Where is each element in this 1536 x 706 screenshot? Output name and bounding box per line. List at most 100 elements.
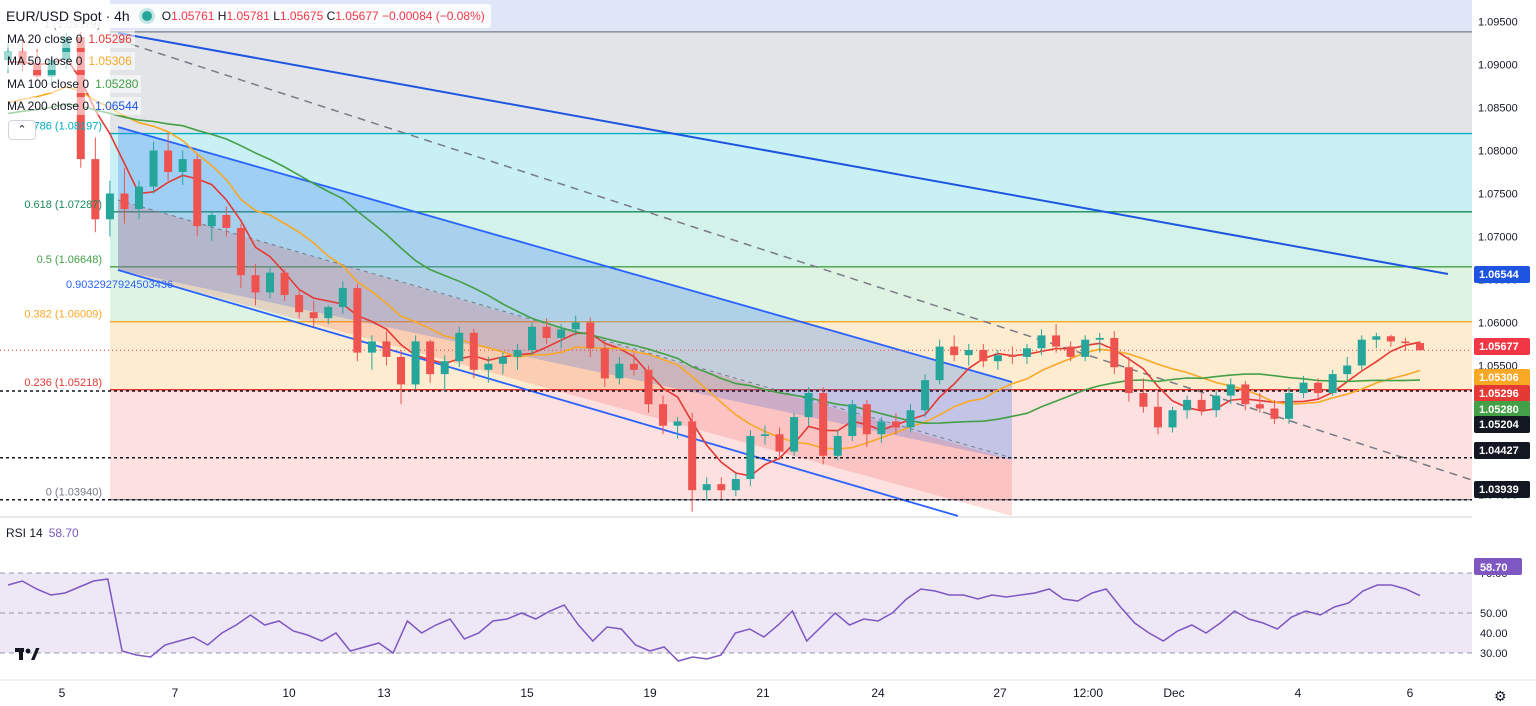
candle-body — [1284, 393, 1293, 419]
time-axis[interactable]: 5 7 10 13 15 19 21 24 27 12:00 Dec 4 6 — [0, 679, 1536, 700]
fib-labels: 1 (1.09379)0.786 (1.08197)0.618 (1.07287… — [24, 19, 102, 499]
candle-body — [615, 363, 624, 379]
low-value: 1.05675 — [279, 9, 324, 23]
candle-body — [1241, 384, 1250, 405]
price-badge-label: 1.05280 — [1479, 404, 1519, 416]
candle-body — [1110, 337, 1119, 368]
candle-body — [178, 159, 187, 172]
y-tick-label: 1.08500 — [1478, 103, 1518, 115]
ma20-legend[interactable]: MA 20 close 0 1.05296 — [4, 30, 135, 48]
candle-body — [629, 363, 638, 370]
candle-body — [251, 275, 260, 293]
ma20-label: MA 20 close 0 — [7, 32, 83, 46]
candle-body — [964, 350, 973, 356]
candle-body — [950, 346, 959, 356]
price-badge — [1474, 416, 1530, 433]
fib-label: 0.5 (1.06648) — [37, 254, 102, 266]
candle-body — [731, 479, 740, 491]
candle-body — [906, 410, 915, 428]
candle-body — [426, 341, 435, 375]
candle-body — [1022, 348, 1031, 357]
rsi-legend[interactable]: RSI 14 58.70 — [6, 526, 79, 540]
candle-body — [1008, 355, 1017, 357]
fib-zone-bottom — [110, 499, 1472, 516]
candle-body — [193, 159, 202, 227]
candle-body — [295, 294, 304, 313]
fib-retracement — [110, 0, 1472, 516]
candle-body — [557, 329, 566, 338]
candle-body — [1415, 343, 1425, 351]
candle-body — [353, 288, 362, 353]
gear-icon[interactable]: ⚙ — [1494, 688, 1507, 704]
candle-body — [105, 193, 114, 220]
fib-zone-1 — [110, 31, 1472, 134]
symbol-title[interactable]: EUR/USD Spot · 4h — [6, 8, 130, 24]
channel-top-half — [118, 127, 1012, 460]
high-value: 1.05781 — [226, 9, 270, 23]
candle-body — [1095, 337, 1104, 340]
candle-body — [397, 356, 406, 385]
fib-label: 0 (1.03940) — [46, 487, 102, 499]
ma200-legend[interactable]: MA 200 close 0 1.06544 — [4, 97, 142, 115]
candle-body — [1328, 374, 1337, 394]
descending-channel: 0.9032927924503436 — [66, 126, 1013, 517]
candle-body — [207, 215, 216, 227]
ma100-legend[interactable]: MA 100 close 0 1.05280 — [4, 75, 142, 93]
x-tick-label: 4 — [1295, 686, 1302, 700]
ma200-value: 1.06544 — [95, 99, 139, 113]
candle-body — [673, 421, 682, 426]
rsi-label: RSI 14 — [6, 526, 43, 540]
candle-body — [790, 417, 799, 452]
rsi-badge — [1474, 558, 1522, 575]
candle-body — [149, 150, 158, 187]
fib-zone — [110, 266, 1472, 322]
ma100-label: MA 100 close 0 — [7, 77, 90, 91]
candle-body — [440, 361, 449, 375]
candle-body — [935, 346, 944, 381]
price-badge — [1474, 369, 1530, 386]
candle-body — [600, 348, 609, 379]
candle-body — [280, 272, 289, 295]
close-label: C — [326, 9, 336, 23]
fib-label: 0.236 (1.05218) — [24, 377, 102, 389]
x-tick-label: 15 — [520, 686, 534, 700]
candlesticks — [3, 31, 1425, 512]
candle-body — [1372, 336, 1381, 340]
rsi-line — [7, 578, 1421, 662]
ma50-line — [7, 86, 1421, 450]
candle-body — [717, 484, 726, 491]
price-badge — [1474, 338, 1530, 355]
price-badges: 1.06544 1.05677 1.05306 1.05296 1.05280 1.052… — [1474, 266, 1530, 575]
candle-body — [1357, 339, 1366, 366]
candle-body — [164, 150, 173, 172]
rsi-badge-label: 58.70 — [1480, 562, 1508, 574]
candle-body — [222, 215, 231, 228]
candle-body — [338, 288, 347, 308]
y-tick-label: 1.07000 — [1478, 232, 1518, 244]
x-tick-label: 13 — [377, 686, 391, 700]
candle-body — [498, 356, 507, 364]
x-tick-label: 19 — [643, 686, 657, 700]
candle-body — [1168, 410, 1177, 428]
candle-body — [819, 393, 828, 456]
candle-body — [775, 434, 784, 452]
candle-body — [324, 307, 333, 319]
candle-body — [455, 332, 464, 362]
ma50-legend[interactable]: MA 50 close 0 1.05306 — [4, 52, 135, 70]
tradingview-logo-icon[interactable] — [14, 644, 40, 666]
candle-body — [862, 404, 871, 435]
channel-annotation: 0.9032927924503436 — [66, 279, 173, 291]
ma100-line — [7, 103, 1421, 425]
candle-body — [1386, 336, 1395, 342]
y-tick-label: 1.09000 — [1478, 60, 1518, 72]
rsi-tick-label: 30.00 — [1480, 648, 1508, 660]
candle-body — [659, 404, 668, 426]
ma200-label: MA 200 close 0 — [7, 99, 90, 113]
rsi-value: 58.70 — [48, 526, 79, 540]
open-value: 1.05761 — [171, 9, 215, 23]
collapse-legend-button[interactable]: ⌃ — [8, 120, 36, 140]
close-value: 1.05677 — [335, 9, 379, 23]
fib-label: 0.382 (1.06009) — [24, 309, 102, 321]
candle-body — [1052, 335, 1061, 347]
